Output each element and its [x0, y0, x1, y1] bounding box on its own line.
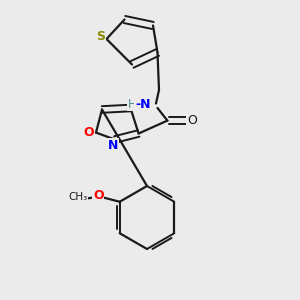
Text: O: O: [93, 189, 104, 202]
Text: S: S: [97, 30, 106, 43]
Text: H: H: [128, 98, 136, 111]
Text: O: O: [187, 113, 197, 127]
Text: O: O: [83, 126, 94, 139]
Text: -N: -N: [135, 98, 151, 111]
Text: CH₃: CH₃: [68, 192, 87, 202]
Text: N: N: [108, 139, 118, 152]
